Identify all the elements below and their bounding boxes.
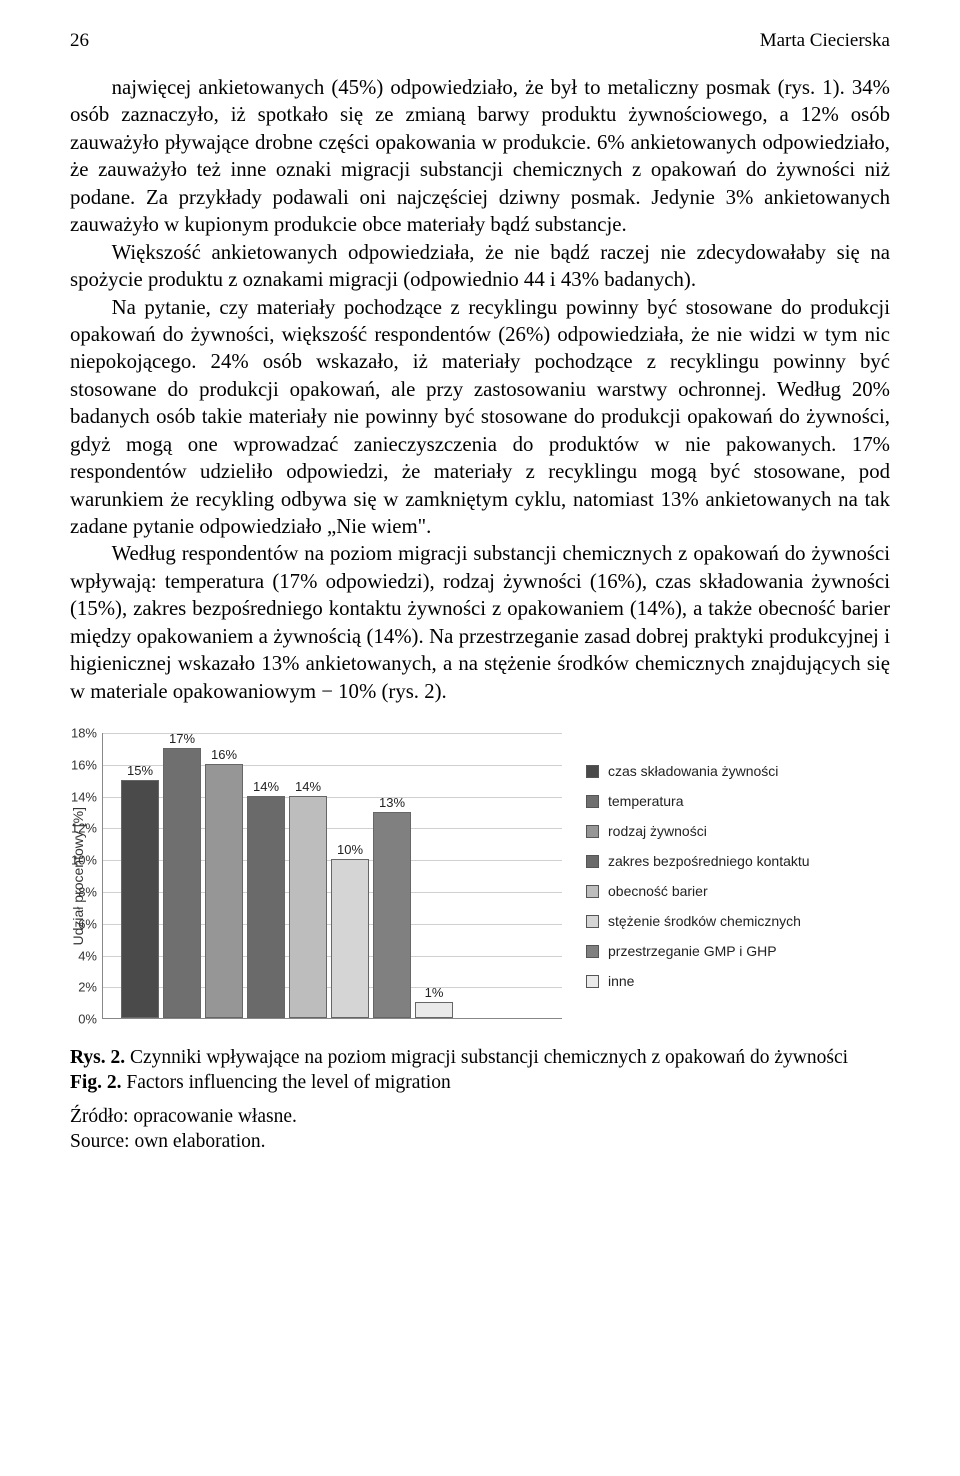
bar: 1% (415, 1002, 453, 1018)
y-tick-label: 18% (71, 726, 103, 741)
bar: 10% (331, 859, 369, 1018)
caption-rys-label: Rys. 2. (70, 1047, 125, 1068)
legend-item: stężenie środków chemicznych (586, 913, 810, 929)
bar-value-label: 1% (425, 985, 444, 1000)
legend-swatch (586, 975, 599, 988)
legend-label: zakres bezpośredniego kontaktu (608, 853, 810, 869)
legend-swatch (586, 795, 599, 808)
legend-label: obecność barier (608, 883, 708, 899)
source-en: Source: own elaboration. (70, 1129, 890, 1154)
y-tick-label: 4% (78, 948, 103, 963)
source-note: Źródło: opracowanie własne. Source: own … (70, 1104, 890, 1155)
figure-2: Udział procentowy [%] 0%2%4%6%8%10%12%14… (70, 733, 890, 1019)
bar-value-label: 16% (211, 747, 237, 762)
bar-value-label: 14% (295, 779, 321, 794)
y-tick-label: 14% (71, 789, 103, 804)
legend-label: przestrzeganie GMP i GHP (608, 943, 777, 959)
page-header: 26 Marta Ciecierska (70, 30, 890, 52)
article-body: najwięcej ankietowanych (45%) odpowiedzi… (70, 74, 890, 705)
legend-item: przestrzeganie GMP i GHP (586, 943, 810, 959)
legend-item: obecność barier (586, 883, 810, 899)
chart-plot-area: 0%2%4%6%8%10%12%14%16%18%15%17%16%14%14%… (102, 733, 562, 1019)
legend-swatch (586, 825, 599, 838)
bars-group: 15%17%16%14%14%10%13%1% (121, 733, 453, 1018)
bar: 17% (163, 748, 201, 1018)
bar: 15% (121, 780, 159, 1018)
legend-label: czas składowania żywności (608, 763, 778, 779)
legend-swatch (586, 885, 599, 898)
legend-swatch (586, 945, 599, 958)
legend-swatch (586, 855, 599, 868)
legend-label: temperatura (608, 793, 683, 809)
legend-item: czas składowania żywności (586, 763, 810, 779)
legend-swatch (586, 915, 599, 928)
bar: 16% (205, 764, 243, 1018)
bar-value-label: 10% (337, 842, 363, 857)
y-tick-label: 12% (71, 821, 103, 836)
legend-label: stężenie środków chemicznych (608, 913, 801, 929)
paragraph-4: Według respondentów na poziom migracji s… (70, 540, 890, 705)
bar: 14% (289, 796, 327, 1018)
paragraph-1: najwięcej ankietowanych (45%) odpowiedzi… (70, 74, 890, 239)
bar-value-label: 17% (169, 731, 195, 746)
bar-value-label: 14% (253, 779, 279, 794)
page-number: 26 (70, 30, 89, 52)
y-tick-label: 8% (78, 884, 103, 899)
bar-value-label: 15% (127, 763, 153, 778)
legend-swatch (586, 765, 599, 778)
y-tick-label: 6% (78, 916, 103, 931)
caption-fig-label: Fig. 2. (70, 1072, 121, 1093)
bar: 14% (247, 796, 285, 1018)
paragraph-3: Na pytanie, czy materiały pochodzące z r… (70, 294, 890, 541)
bar-value-label: 13% (379, 795, 405, 810)
y-tick-label: 2% (78, 980, 103, 995)
source-pl: Źródło: opracowanie własne. (70, 1104, 890, 1129)
chart-legend: czas składowania żywności temperatura rodz… (586, 763, 810, 989)
bar: 13% (373, 812, 411, 1019)
y-tick-label: 0% (78, 1012, 103, 1027)
legend-item: zakres bezpośredniego kontaktu (586, 853, 810, 869)
author-name: Marta Ciecierska (760, 30, 890, 52)
y-tick-label: 10% (71, 853, 103, 868)
legend-item: temperatura (586, 793, 810, 809)
legend-item: inne (586, 973, 810, 989)
legend-item: rodzaj żywności (586, 823, 810, 839)
figure-caption: Rys. 2. Czynniki wpływające na poziom mi… (70, 1045, 890, 1096)
caption-fig-text: Factors influencing the level of migrati… (121, 1072, 450, 1093)
y-tick-label: 16% (71, 757, 103, 772)
legend-label: rodzaj żywności (608, 823, 707, 839)
caption-rys-text: Czynniki wpływające na poziom migracji s… (125, 1047, 848, 1068)
paragraph-2: Większość ankietowanych odpowiedziała, ż… (70, 239, 890, 294)
legend-label: inne (608, 973, 634, 989)
